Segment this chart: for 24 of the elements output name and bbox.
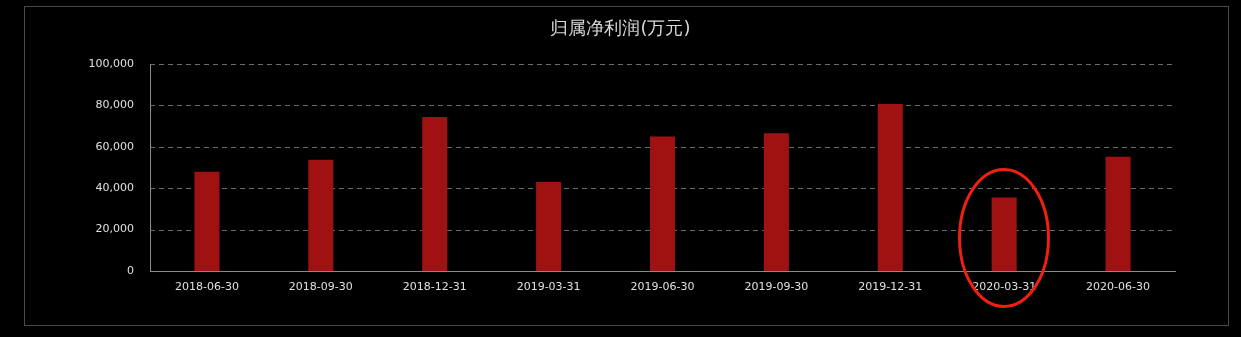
bar bbox=[536, 181, 562, 271]
x-tick-label: 2019-06-30 bbox=[630, 280, 695, 294]
x-tick-label: 2020-06-30 bbox=[1086, 280, 1151, 294]
x-tick-label: 2018-09-30 bbox=[288, 280, 353, 294]
y-tick-label: 20,000 bbox=[95, 222, 134, 236]
x-tick-label: 2019-03-31 bbox=[516, 280, 581, 294]
y-tick-label: 100,000 bbox=[88, 56, 134, 70]
bar bbox=[649, 136, 676, 271]
y-tick-label: 40,000 bbox=[95, 181, 134, 195]
x-tick-label: 2019-09-30 bbox=[744, 280, 809, 294]
y-tick-label: 0 bbox=[127, 263, 134, 277]
bar bbox=[991, 197, 1017, 271]
x-tick-label: 2018-06-30 bbox=[174, 280, 239, 294]
chart-title: 归属净利润(万元) bbox=[549, 16, 692, 40]
y-tick-label: 60,000 bbox=[95, 139, 134, 153]
bar bbox=[1105, 156, 1131, 271]
y-tick-label: 80,000 bbox=[95, 98, 134, 112]
bar bbox=[422, 116, 448, 271]
x-tick-label: 2018-12-31 bbox=[402, 280, 467, 294]
bar bbox=[194, 171, 220, 271]
bar bbox=[308, 159, 334, 271]
bar bbox=[763, 133, 789, 271]
bar bbox=[877, 103, 903, 271]
x-tick-label: 2019-12-31 bbox=[858, 280, 923, 294]
